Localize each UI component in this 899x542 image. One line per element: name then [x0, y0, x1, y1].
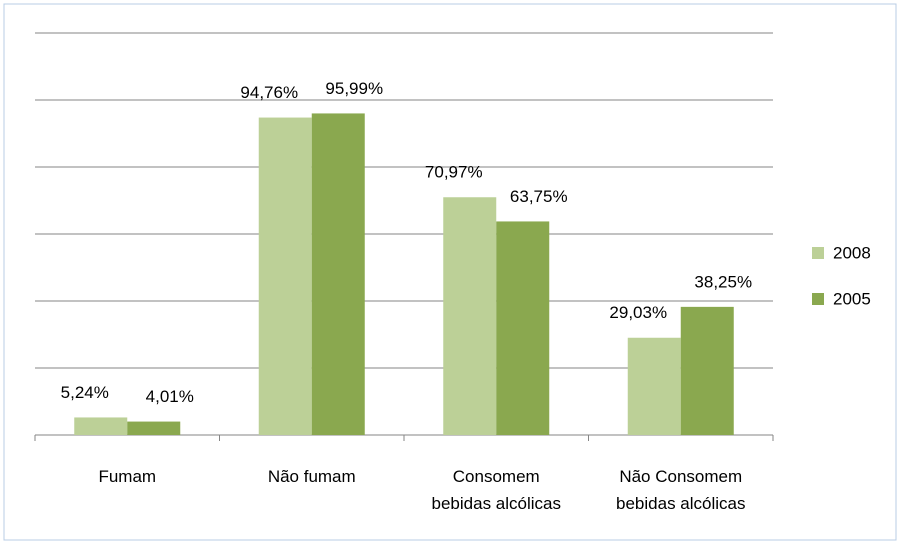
legend-label: 2008 [833, 243, 871, 262]
bar [680, 306, 734, 435]
bar [443, 197, 497, 435]
bar [258, 117, 312, 435]
data-label: 29,03% [609, 303, 667, 322]
legend-swatch [812, 293, 824, 305]
bar [496, 221, 550, 435]
x-tick-label: Consomem bebidas alcólicas [431, 467, 561, 513]
data-label: 95,99% [325, 79, 383, 98]
legend-label: 2005 [833, 289, 871, 308]
x-tick-label: Não fumam [267, 467, 356, 486]
x-tick-label: Não Consomem bebidas alcólicas [616, 467, 746, 513]
bar [127, 421, 181, 435]
data-label: 38,25% [694, 272, 752, 291]
data-label: 63,75% [510, 187, 568, 206]
bar [311, 113, 365, 435]
bar [74, 417, 128, 435]
data-label: 94,76% [240, 83, 298, 102]
data-label: 70,97% [425, 163, 483, 182]
bar [627, 337, 681, 435]
x-tick-label: Fumam [98, 467, 157, 486]
chart-border [3, 3, 897, 541]
data-label: 4,01% [146, 387, 194, 406]
data-label: 5,24% [61, 383, 109, 402]
legend-swatch [812, 247, 824, 259]
